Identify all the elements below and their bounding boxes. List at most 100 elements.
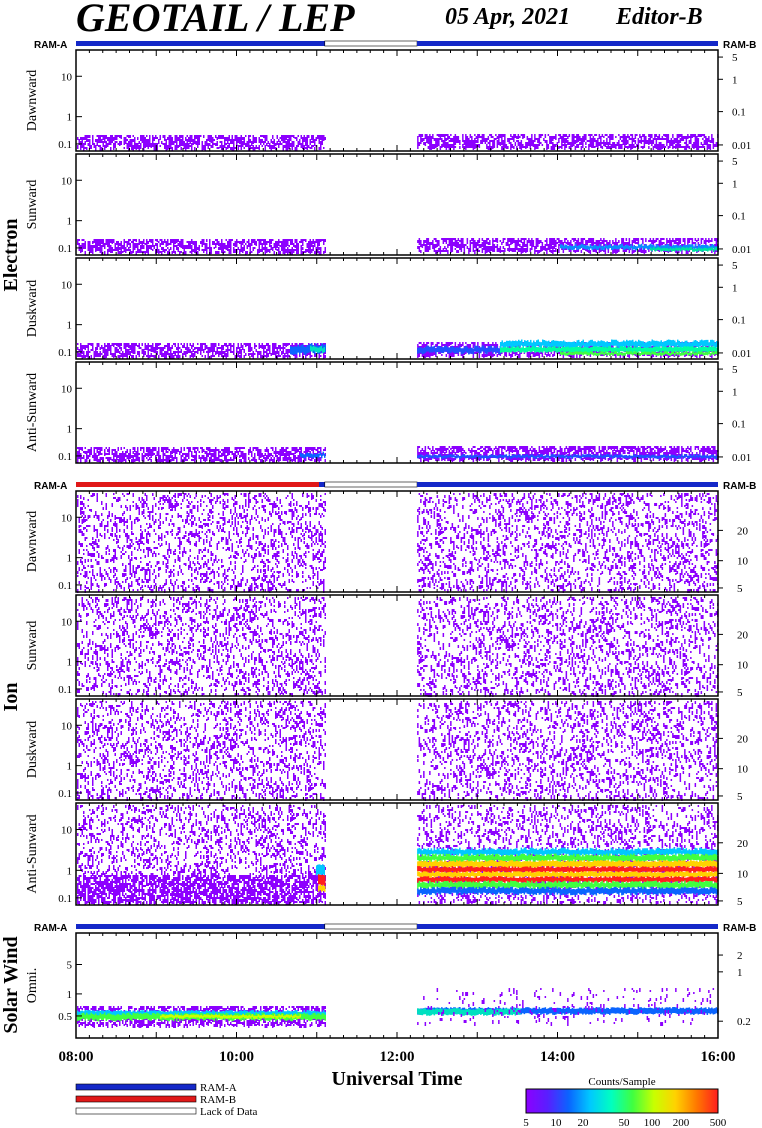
colorbar-title: Counts/Sample [588, 1076, 655, 1088]
left-tick-label: 0.1 [58, 243, 72, 255]
ram-a-segment [417, 924, 718, 929]
left-tick-label: 0.1 [58, 451, 72, 463]
ram-right-label: RAM-B [723, 40, 756, 51]
left-tick-label: 1 [67, 553, 73, 565]
left-tick-label: 10 [61, 825, 73, 837]
right-tick-label: 0.01 [732, 140, 751, 152]
right-tick-label: 1 [732, 282, 738, 294]
left-tick-label: 1 [67, 424, 73, 436]
left-tick-label: 1 [67, 112, 73, 124]
legend-label: RAM-B [200, 1094, 236, 1106]
panel-label: Dawnward [25, 511, 40, 572]
right-tick-label: 0.1 [732, 315, 746, 327]
left-tick-label: 10 [61, 175, 73, 187]
colorbar-tick-label: 20 [578, 1117, 590, 1128]
left-tick-label: 1 [67, 320, 73, 332]
left-tick-label: 10 [61, 383, 73, 395]
x-tick-label: 16:00 [701, 1049, 736, 1065]
left-tick-label: 1 [67, 761, 73, 773]
left-tick-label: 0.1 [58, 139, 72, 151]
ram-status-bar: RAM-A RAM-B [34, 923, 756, 934]
left-tick-label: 1 [67, 657, 73, 669]
right-tick-label: 1 [737, 967, 743, 979]
panel-duskward: Duskward 10 1 0.1 20 10 5 [25, 698, 749, 803]
ram-a-segment [76, 924, 325, 929]
right-tick-label: 20 [737, 629, 749, 641]
panel-label: Omni. [25, 968, 40, 1003]
panel-label: Sunward [25, 180, 40, 230]
left-tick-label: 0.5 [58, 1011, 72, 1023]
panel-label: Sunward [25, 621, 40, 671]
lack-of-data-segment [324, 923, 418, 930]
right-tick-label: 0.1 [732, 419, 746, 431]
right-tick-label: 10 [737, 556, 749, 568]
right-tick-label: 1 [732, 178, 738, 190]
panel-dawnward: Dawnward 10 1 0.1 20 10 5 [25, 490, 749, 595]
right-tick-label: 0.01 [732, 244, 751, 256]
left-tick-label: 10 [61, 720, 73, 732]
legend-label: RAM-A [200, 1082, 237, 1094]
group-label: Solar Wind [0, 936, 22, 1033]
right-tick-label: 0.01 [732, 452, 751, 464]
right-tick-label: 10 [737, 764, 749, 776]
panel-label: Anti-Sunward [25, 373, 40, 452]
left-tick-label: 10 [61, 616, 73, 628]
legend-swatch [75, 1107, 197, 1115]
right-tick-label: 5 [732, 364, 738, 376]
right-tick-label: 0.2 [737, 1016, 751, 1028]
date-label: 05 Apr, 2021 [445, 4, 571, 30]
left-tick-label: 0.1 [58, 788, 72, 800]
ram-b-segment [76, 482, 319, 487]
right-tick-label: 1 [732, 74, 738, 86]
panel-omni-: Omni. 5 1 0.5 2 1 0.2 [25, 932, 751, 1039]
panel-anti-sunward: Anti-Sunward 10 1 0.1 20 10 5 [25, 802, 749, 908]
right-tick-label: 5 [737, 791, 743, 803]
x-tick-label: 10:00 [219, 1049, 254, 1065]
ram-right-label: RAM-B [723, 481, 756, 492]
ram-a-segment [417, 482, 718, 487]
right-tick-label: 5 [737, 583, 743, 595]
panel-background [76, 154, 718, 255]
left-tick-label: 10 [61, 71, 73, 83]
left-tick-label: 1 [67, 216, 73, 228]
left-tick-label: 10 [61, 279, 73, 291]
ram-left-label: RAM-A [34, 481, 67, 492]
right-tick-label: 20 [737, 525, 749, 537]
right-tick-label: 0.1 [732, 107, 746, 119]
left-tick-label: 0.1 [58, 347, 72, 359]
right-tick-label: 5 [732, 156, 738, 168]
left-tick-label: 5 [67, 960, 73, 972]
legend-label: Lack of Data [200, 1106, 258, 1118]
panel-duskward: Duskward 10 1 0.1 5 1 0.1 0.01 [25, 257, 751, 360]
panel-label: Duskward [25, 721, 40, 779]
panel-label: Anti-Sunward [25, 814, 40, 893]
right-tick-label: 20 [737, 733, 749, 745]
right-tick-label: 5 [737, 896, 743, 908]
lack-of-data-segment [324, 40, 418, 47]
panel-label: Duskward [25, 280, 40, 338]
x-tick-label: 14:00 [540, 1049, 575, 1065]
left-tick-label: 1 [67, 865, 73, 877]
right-tick-label: 5 [737, 687, 743, 699]
group-label: Ion [0, 683, 22, 712]
colorbar-tick-label: 100 [644, 1117, 661, 1128]
x-tick-label: 08:00 [59, 1049, 94, 1065]
panel-anti-sunward: Anti-Sunward 10 1 0.1 5 1 0.1 0.01 [25, 361, 751, 464]
legend-swatch [75, 1095, 197, 1103]
colorbar-gradient [525, 1088, 719, 1114]
colorbar-tick-label: 5 [523, 1117, 529, 1128]
panel-dawnward: Dawnward 10 1 0.1 5 1 0.1 0.01 [25, 49, 751, 152]
left-tick-label: 0.1 [58, 580, 72, 592]
colorbar: Counts/Sample 5 10 20 50 100 200 500 [523, 1076, 727, 1128]
right-tick-label: 0.1 [732, 211, 746, 223]
ram-left-label: RAM-A [34, 923, 67, 934]
right-tick-label: 20 [737, 838, 749, 850]
x-tick-label: 12:00 [380, 1049, 415, 1065]
chart-title: GEOTAIL / LEP [76, 0, 355, 40]
right-tick-label: 2 [737, 950, 743, 962]
panel-background [76, 50, 718, 151]
panel-sunward: Sunward 10 1 0.1 5 1 0.1 0.01 [25, 153, 751, 256]
lack-of-data-segment [324, 481, 418, 488]
